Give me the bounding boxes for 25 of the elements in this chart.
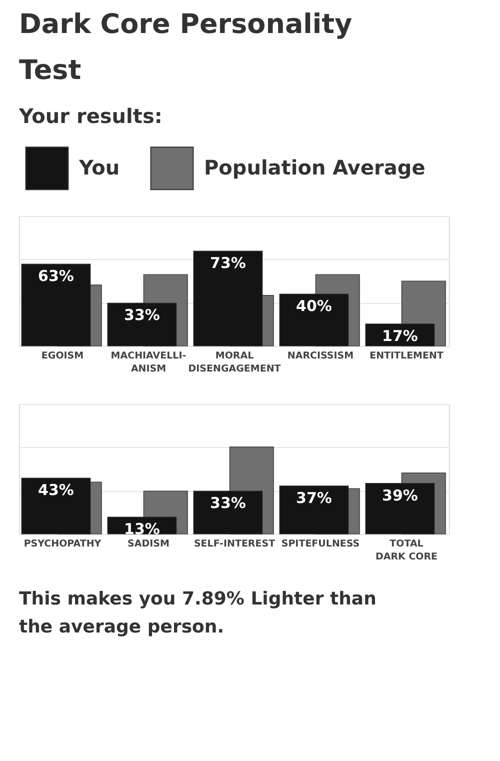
x-tick-label: MACHIAVELLI-ANISM <box>110 350 186 374</box>
data-label: 73% <box>210 254 246 272</box>
data-label: 63% <box>38 267 74 286</box>
x-tick-label: TOTAL DARK CORE <box>375 538 438 562</box>
text: This makes you 7.89% Lighter than the average person. <box>19 588 376 638</box>
x-tick-label: SELF-INTEREST <box>194 538 276 550</box>
data-label: 40% <box>296 297 332 315</box>
x-tick-label: SPITEFULNESS <box>281 538 360 550</box>
chart-subtitle: Your results: <box>18 104 162 128</box>
chart-title: Dark Core Personality Test <box>19 9 353 86</box>
data-label: 33% <box>124 306 160 324</box>
x-tick-label: MORAL DISENGAGEMENT <box>188 350 282 374</box>
data-label: 17% <box>382 326 418 345</box>
data-label: 43% <box>38 481 74 500</box>
data-label: 39% <box>382 486 418 504</box>
legend-label: You <box>78 155 120 180</box>
x-tick-label: SADISM <box>128 538 170 550</box>
data-label: 33% <box>210 494 246 512</box>
x-tick-label: NARCISSISM <box>287 350 354 362</box>
legend-label: Population Average <box>204 155 426 180</box>
data-label: 37% <box>296 488 332 507</box>
data-label: 13% <box>124 520 160 538</box>
x-tick-label: ENTITLEMENT <box>370 350 444 362</box>
x-tick-label: EGOISM <box>41 350 84 362</box>
x-tick-label: PSYCHOPATHY <box>24 538 102 550</box>
